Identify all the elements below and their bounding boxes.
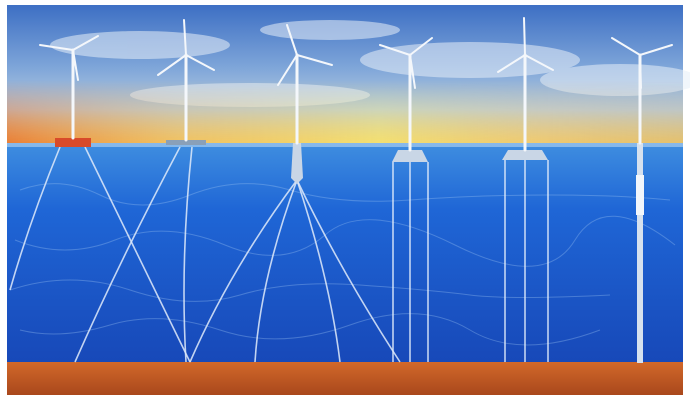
turbines	[39, 17, 673, 152]
foundations	[55, 138, 644, 363]
semi-sub-platform	[166, 140, 206, 145]
turbine	[379, 37, 433, 152]
tlp-platform	[392, 150, 428, 162]
tlp-platform	[502, 150, 548, 160]
deep-spar	[637, 143, 643, 363]
turbine	[497, 17, 554, 152]
sea	[7, 143, 683, 365]
turbine	[611, 37, 673, 145]
barge-platform	[55, 138, 91, 147]
turbine	[39, 35, 99, 140]
seabed	[7, 362, 683, 395]
spar-ballast	[636, 175, 644, 215]
spar-buoy	[291, 143, 303, 184]
turbine	[157, 19, 215, 142]
water-caustics	[9, 183, 676, 346]
sea-surface	[7, 143, 683, 147]
mooring-lines	[9, 146, 549, 363]
sunset-glow	[7, 80, 683, 144]
turbine	[277, 24, 333, 145]
